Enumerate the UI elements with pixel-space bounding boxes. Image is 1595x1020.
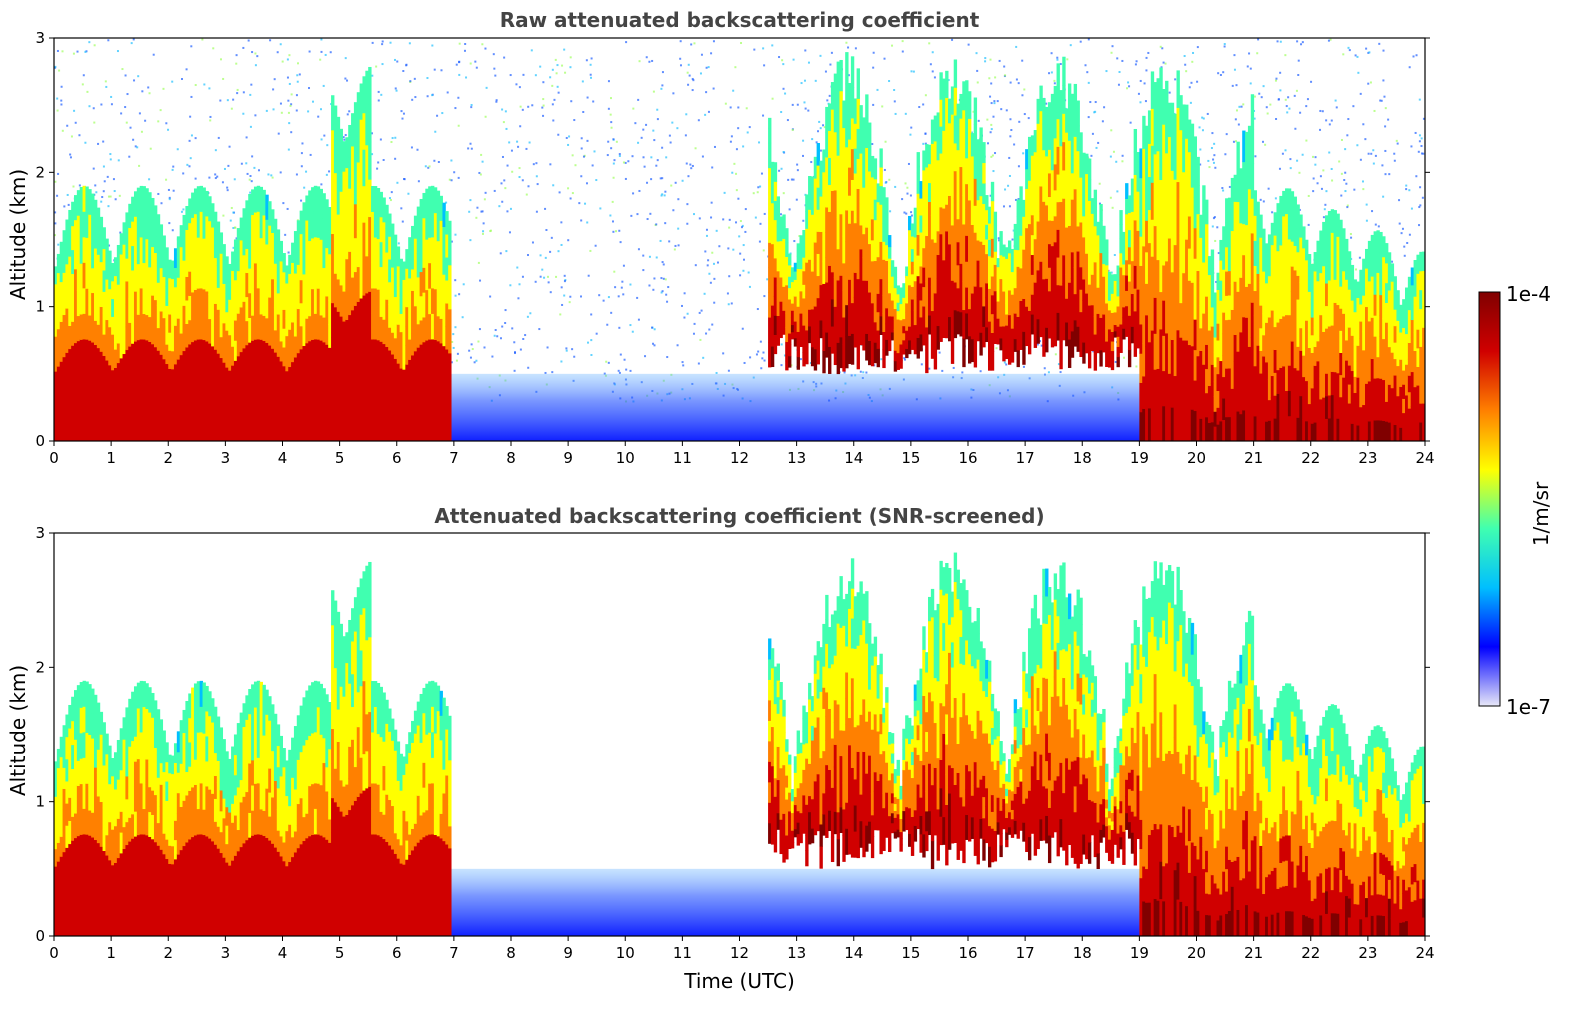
- x-tick-label: 0: [49, 944, 59, 962]
- x-tick-label: 19: [1130, 944, 1149, 962]
- x-tick-label: 8: [506, 449, 516, 467]
- x-tick-label: 5: [335, 449, 345, 467]
- x-tick-label: 14: [844, 944, 863, 962]
- x-tick-label: 13: [787, 944, 806, 962]
- backscatter-columns: [54, 552, 1425, 936]
- x-tick-label: 18: [1073, 449, 1092, 467]
- x-tick-label: 21: [1244, 944, 1263, 962]
- colorbar: [1478, 291, 1501, 707]
- y-tick-label: 3: [35, 524, 45, 542]
- x-tick-label: 1: [106, 944, 116, 962]
- x-tick-label: 7: [449, 944, 459, 962]
- x-tick-label: 24: [1415, 944, 1434, 962]
- x-tick-label: 10: [616, 449, 635, 467]
- x-tick-label: 3: [221, 449, 231, 467]
- x-tick-label: 21: [1244, 449, 1263, 467]
- x-tick-label: 3: [221, 944, 231, 962]
- x-tick-label: 17: [1016, 944, 1035, 962]
- x-tick-label: 16: [958, 449, 977, 467]
- x-tick-label: 15: [901, 449, 920, 467]
- boundary-layer-band: [442, 868, 1254, 936]
- panel2-plot: 0 1 2 3 4 5 6 7 8 9 10 11 12 13 14 15 16 17 18 19 20 21 22 23 24…: [35, 524, 1434, 962]
- heatmap-field: [54, 533, 1425, 936]
- x-tick-label: 10: [616, 944, 635, 962]
- x-tick-label: 9: [563, 944, 573, 962]
- x-tick-label: 8: [506, 944, 516, 962]
- x-tick-label: 11: [673, 449, 692, 467]
- boundary-layer-band: [442, 373, 1254, 441]
- x-tick-label: 17: [1016, 449, 1035, 467]
- x-tick-label: 20: [1187, 449, 1206, 467]
- y-tick-label: 2: [35, 658, 45, 676]
- panel1-plot: 0 1 2 3 4 5 6 7 8 9 10 11 12 13 14 15 16 17 18 19 20 21 22 23 24…: [35, 29, 1434, 467]
- y-tick-label: 1: [35, 793, 45, 811]
- x-tick-label: 9: [563, 449, 573, 467]
- x-tick-label: 22: [1301, 449, 1320, 467]
- panel2-xlabel: Time (UTC): [684, 969, 795, 993]
- y-tick-label: 1: [35, 298, 45, 316]
- x-tick-label: 15: [901, 944, 920, 962]
- y-tick-label: 3: [35, 29, 45, 47]
- y-tick-label: 0: [35, 927, 45, 945]
- x-tick-label: 20: [1187, 944, 1206, 962]
- x-tick-label: 19: [1130, 449, 1149, 467]
- x-tick-label: 13: [787, 449, 806, 467]
- x-tick-label: 2: [163, 944, 173, 962]
- y-tick-label: 2: [35, 163, 45, 181]
- x-tick-label: 12: [730, 449, 749, 467]
- x-tick-label: 6: [392, 449, 402, 467]
- x-tick-label: 22: [1301, 944, 1320, 962]
- x-tick-label: 24: [1415, 449, 1434, 467]
- x-tick-label: 14: [844, 449, 863, 467]
- backscatter-columns: [54, 52, 1425, 441]
- x-tick-label: 0: [49, 449, 59, 467]
- heatmap-field: [54, 38, 1425, 441]
- x-tick-label: 23: [1358, 449, 1377, 467]
- x-tick-label: 1: [106, 449, 116, 467]
- x-tick-label: 18: [1073, 944, 1092, 962]
- x-tick-label: 6: [392, 944, 402, 962]
- colorbar-max-label: 1e-4: [1506, 282, 1551, 306]
- x-tick-label: 7: [449, 449, 459, 467]
- x-tick-label: 23: [1358, 944, 1377, 962]
- x-tick-label: 4: [278, 944, 288, 962]
- x-tick-label: 11: [673, 944, 692, 962]
- panel1-title: Raw attenuated backscattering coefficien…: [499, 8, 980, 32]
- colorbar-min-label: 1e-7: [1506, 695, 1551, 719]
- panel2-title: Attenuated backscattering coefficient (S…: [434, 504, 1045, 528]
- x-tick-label: 4: [278, 449, 288, 467]
- y-tick-label: 0: [35, 432, 45, 450]
- x-tick-label: 2: [163, 449, 173, 467]
- x-tick-label: 5: [335, 944, 345, 962]
- colorbar-gradient: [1478, 291, 1501, 707]
- x-tick-label: 12: [730, 944, 749, 962]
- x-tick-label: 16: [958, 944, 977, 962]
